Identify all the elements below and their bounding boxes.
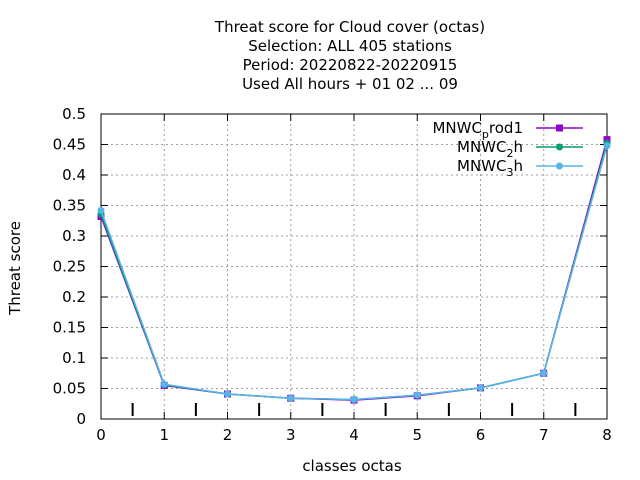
legend-marker-3 [556, 162, 563, 170]
legend-label-1: MNWCprod1 [432, 119, 523, 141]
series-group [97, 136, 611, 404]
x-tick-label: 6 [476, 426, 486, 444]
chart-title: Threat score for Cloud cover (octas) Sel… [214, 18, 485, 93]
title-line-4: Used All hours + 01 02 ... 09 [242, 75, 458, 93]
title-line-1: Threat score for Cloud cover (octas) [214, 18, 485, 36]
title-line-3: Period: 20220822-20220915 [243, 56, 458, 74]
x-tick-label: 1 [159, 426, 169, 444]
y-tick-label: 0.5 [62, 105, 86, 123]
series-line-2 [100, 143, 608, 401]
title-line-2: Selection: ALL 405 stations [248, 37, 452, 55]
data-point-3 [97, 206, 105, 214]
y-tick-label: 0.25 [53, 258, 86, 276]
x-tick-label: 0 [96, 426, 106, 444]
data-point-3 [477, 384, 484, 392]
x-tick-label: 4 [349, 426, 359, 444]
y-axis-label: Threat score [6, 221, 24, 316]
data-point-3 [603, 142, 611, 150]
x-tick-label: 3 [286, 426, 296, 444]
y-tick-label: 0.15 [53, 319, 86, 337]
legend-label-2: MNWC2h [457, 138, 523, 160]
x-tick-label: 2 [223, 426, 233, 444]
y-tick-label: 0.4 [62, 166, 86, 184]
data-point-3 [287, 394, 295, 402]
x-axis-label: classes octas [302, 457, 402, 475]
y-tick-label: 0.45 [53, 136, 86, 154]
grid [101, 114, 607, 419]
legend-label-3: MNWC3h [457, 157, 523, 179]
y-tick-label: 0.3 [62, 227, 86, 245]
data-point-3 [160, 380, 168, 388]
y-tick-label: 0.2 [62, 288, 86, 306]
y-tick-label: 0.05 [53, 380, 86, 398]
data-point-3 [540, 369, 548, 377]
x-tick-label: 8 [602, 426, 612, 444]
y-tick-label: 0.35 [53, 197, 86, 215]
y-tick-label: 0 [76, 410, 86, 428]
data-point-3 [224, 390, 231, 398]
legend-marker-1 [556, 124, 563, 132]
data-point-1 [603, 136, 611, 144]
series-line-3 [100, 145, 608, 401]
x-tick-label: 5 [412, 426, 422, 444]
x-tick-label: 7 [539, 426, 549, 444]
legend-marker-2 [556, 143, 563, 151]
data-point-3 [350, 395, 358, 403]
axes: 0 1 2 3 4 5 6 7 8 0 0.05 0.1 0.15 0.2 0.25 0.3 0.35 0.4 0.… [53, 105, 612, 444]
data-point-3 [413, 391, 421, 399]
y-tick-label: 0.1 [62, 349, 86, 367]
